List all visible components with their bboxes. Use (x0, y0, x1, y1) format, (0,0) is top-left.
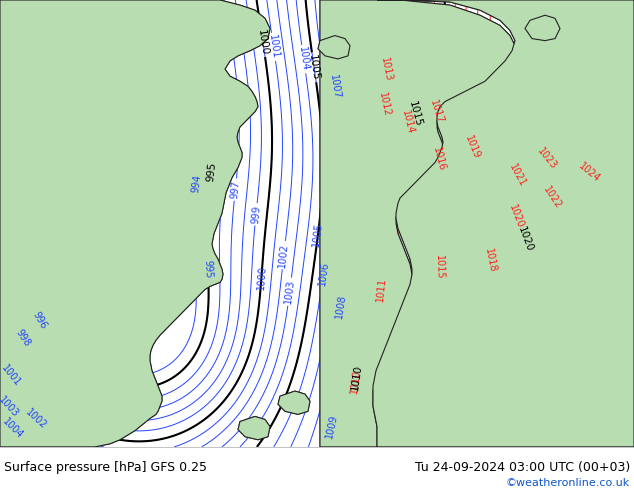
Text: 995: 995 (206, 161, 218, 182)
Polygon shape (238, 416, 270, 440)
Text: 994: 994 (190, 174, 202, 194)
Text: 1001: 1001 (267, 34, 280, 60)
Text: 1014: 1014 (400, 109, 415, 136)
Text: 1021: 1021 (507, 163, 527, 189)
Text: 995: 995 (202, 260, 213, 279)
Text: 1017: 1017 (427, 99, 444, 125)
Text: 1013: 1013 (379, 56, 393, 82)
Polygon shape (373, 0, 634, 447)
Polygon shape (320, 0, 515, 447)
Text: 1005: 1005 (307, 53, 321, 81)
Text: 1001: 1001 (0, 363, 22, 389)
Text: 1002: 1002 (23, 407, 49, 431)
Text: 998: 998 (14, 328, 32, 349)
Text: 1020: 1020 (508, 203, 526, 230)
Polygon shape (525, 15, 560, 41)
Text: 1003: 1003 (283, 279, 296, 305)
Polygon shape (0, 0, 270, 447)
Text: 1012: 1012 (377, 91, 391, 117)
Text: 1008: 1008 (334, 293, 348, 319)
Text: 1000: 1000 (256, 28, 270, 56)
Text: 1011: 1011 (375, 277, 387, 302)
Text: Surface pressure [hPa] GFS 0.25: Surface pressure [hPa] GFS 0.25 (4, 461, 207, 474)
Text: 1020: 1020 (516, 225, 534, 253)
Text: 1003: 1003 (0, 394, 20, 419)
Polygon shape (278, 391, 310, 415)
Text: 1010: 1010 (349, 364, 363, 391)
Text: 1010: 1010 (349, 369, 362, 394)
Text: 1016: 1016 (431, 146, 447, 172)
Text: 1004: 1004 (297, 47, 311, 72)
Polygon shape (318, 36, 350, 59)
Text: 1018: 1018 (482, 247, 497, 273)
Text: 1006: 1006 (317, 261, 330, 286)
Text: 997: 997 (230, 180, 242, 199)
Text: ©weatheronline.co.uk: ©weatheronline.co.uk (506, 478, 630, 488)
Polygon shape (0, 0, 270, 447)
Text: 1024: 1024 (577, 161, 602, 185)
Polygon shape (320, 0, 515, 447)
Text: 996: 996 (30, 310, 48, 331)
Text: 1007: 1007 (328, 74, 342, 99)
Polygon shape (238, 416, 270, 440)
Polygon shape (318, 36, 350, 59)
Text: 1015: 1015 (434, 255, 444, 280)
Text: 1005: 1005 (311, 222, 325, 247)
Text: 1009: 1009 (324, 414, 339, 440)
Text: Tu 24-09-2024 03:00 UTC (00+03): Tu 24-09-2024 03:00 UTC (00+03) (415, 461, 630, 474)
Text: 1022: 1022 (541, 185, 563, 211)
Polygon shape (525, 15, 560, 41)
Text: 1023: 1023 (536, 146, 559, 171)
Text: 1004: 1004 (1, 416, 25, 441)
Polygon shape (278, 391, 310, 415)
Text: 999: 999 (250, 205, 262, 224)
Text: 1019: 1019 (463, 134, 482, 160)
Text: 1015: 1015 (408, 99, 424, 127)
Text: 1002: 1002 (278, 242, 290, 268)
Polygon shape (373, 0, 634, 447)
Text: 1000: 1000 (256, 265, 268, 290)
